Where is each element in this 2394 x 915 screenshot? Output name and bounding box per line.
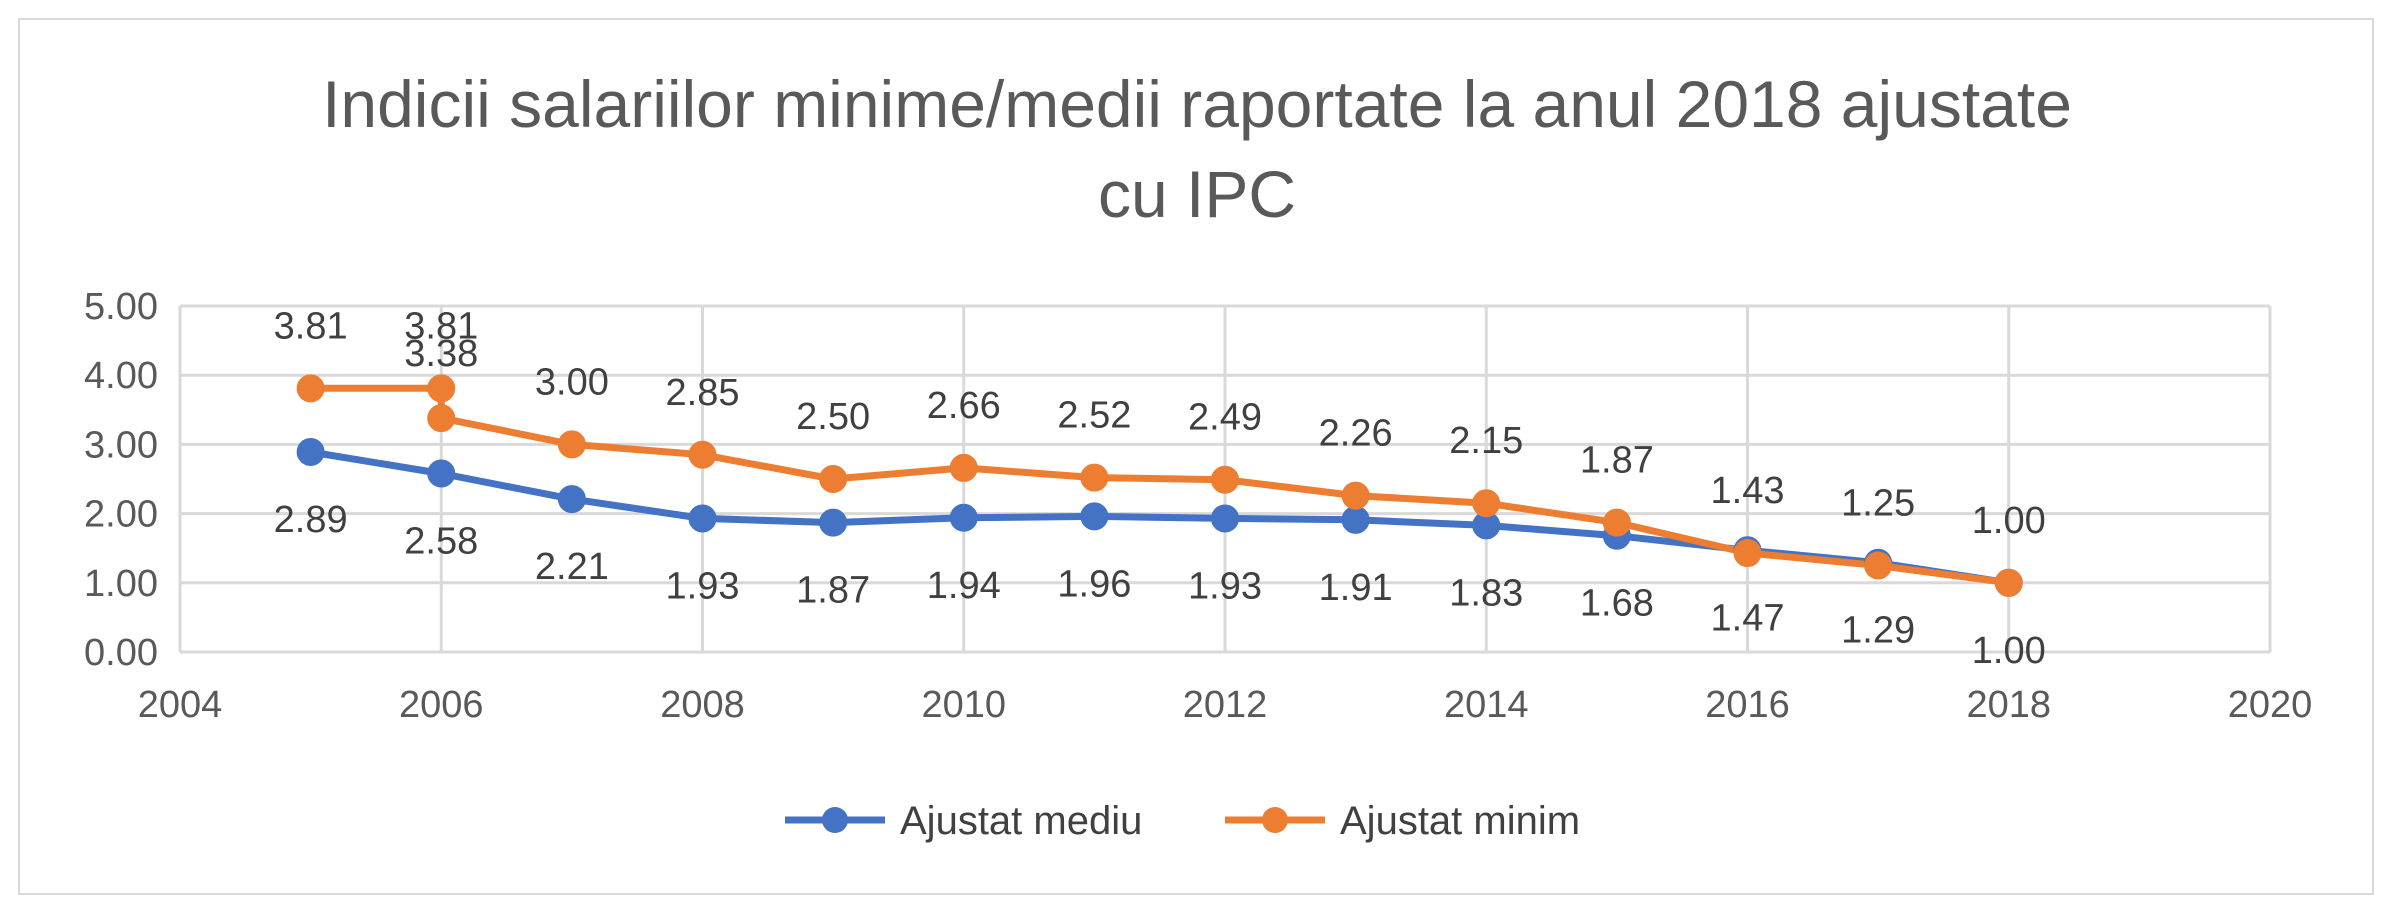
legend-marker-1	[1262, 807, 1288, 833]
chart-title-line-2: cu IPC	[1097, 157, 1297, 231]
data-label: 3.38	[404, 333, 478, 375]
data-label: 1.68	[1580, 583, 1654, 625]
data-label: 1.87	[1580, 440, 1654, 482]
data-label: 2.21	[535, 546, 609, 588]
data-point	[1080, 502, 1109, 531]
data-point	[1341, 481, 1370, 510]
data-point	[1341, 505, 1370, 534]
data-label: 1.83	[1449, 572, 1523, 614]
y-tick-label: 2.00	[84, 494, 158, 536]
y-tick-label: 0.00	[84, 632, 158, 674]
data-point	[1602, 508, 1631, 537]
data-label: 2.89	[274, 499, 348, 541]
data-point	[1472, 489, 1501, 518]
x-tick-label: 2012	[1183, 684, 1268, 726]
legend-marker-0	[822, 807, 848, 833]
legend-label-0: Ajustat mediu	[900, 799, 1142, 843]
data-point	[427, 374, 456, 403]
data-label: 2.66	[927, 385, 1001, 427]
x-tick-label: 2006	[399, 684, 484, 726]
x-tick-label: 2008	[660, 684, 745, 726]
data-label: 1.29	[1841, 610, 1915, 652]
data-label: 1.93	[1188, 565, 1262, 607]
x-tick-label: 2020	[2228, 684, 2313, 726]
legend-label-1: Ajustat minim	[1340, 799, 1580, 843]
data-point	[949, 453, 978, 482]
x-tick-label: 2014	[1444, 684, 1529, 726]
data-label: 1.47	[1711, 597, 1785, 639]
x-tick-label: 2010	[921, 684, 1006, 726]
data-point	[819, 465, 848, 493]
data-point	[296, 374, 325, 403]
data-point	[557, 430, 586, 459]
data-point	[688, 504, 717, 533]
data-label: 2.49	[1188, 397, 1262, 439]
data-label: 2.15	[1449, 420, 1523, 462]
data-label: 1.25	[1841, 483, 1915, 525]
data-point	[427, 459, 456, 488]
data-point	[1211, 504, 1239, 533]
data-label: 1.00	[1972, 630, 2046, 672]
data-label: 3.81	[274, 305, 348, 347]
y-tick-label: 3.00	[84, 424, 158, 466]
data-label: 1.93	[666, 565, 740, 607]
data-label: 1.43	[1711, 470, 1785, 512]
y-tick-label: 4.00	[84, 355, 158, 397]
data-point	[1733, 539, 1762, 568]
data-label: 3.81	[404, 305, 478, 347]
x-tick-label: 2004	[138, 684, 223, 726]
data-label: 2.85	[666, 372, 740, 414]
data-label: 1.91	[1319, 567, 1393, 609]
data-point	[427, 404, 456, 433]
data-label: 2.52	[1057, 395, 1131, 437]
data-point	[296, 438, 325, 467]
data-label: 2.26	[1319, 413, 1393, 455]
y-tick-label: 1.00	[84, 563, 158, 605]
data-label: 3.00	[535, 361, 609, 403]
data-label: 1.96	[1057, 563, 1131, 605]
data-point	[1211, 465, 1239, 494]
data-point	[557, 485, 586, 514]
data-point	[1864, 551, 1893, 580]
x-tick-label: 2018	[1966, 684, 2051, 726]
data-label: 1.94	[927, 565, 1001, 607]
data-label: 1.87	[796, 570, 870, 612]
data-point	[949, 503, 978, 532]
data-label: 2.50	[796, 396, 870, 438]
data-point	[688, 440, 717, 469]
chart-area	[18, 18, 2374, 895]
data-point	[1080, 463, 1109, 492]
data-point	[1994, 568, 2023, 597]
data-point	[819, 508, 848, 537]
data-label: 1.00	[1972, 500, 2046, 542]
chart-title-line-1: Indicii salariilor minime/medii raportat…	[322, 67, 2072, 141]
data-label: 2.58	[404, 520, 478, 562]
y-tick-label: 5.00	[84, 286, 158, 328]
x-tick-label: 2016	[1705, 684, 1790, 726]
